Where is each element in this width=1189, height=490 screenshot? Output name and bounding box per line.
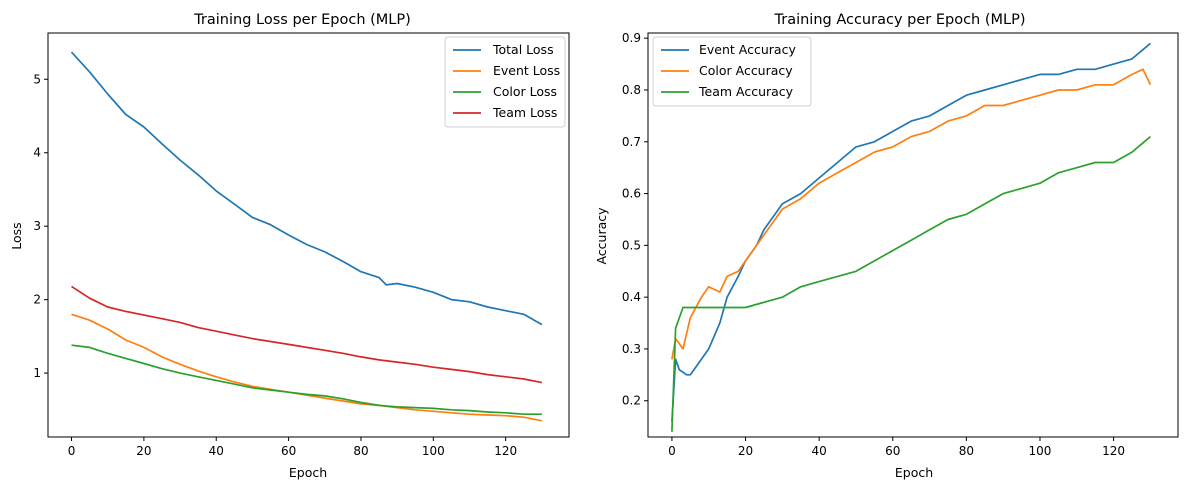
series-line-event-accuracy	[671, 42, 1151, 422]
y-tick-label: 0.2	[622, 394, 641, 408]
legend-label-team-accuracy: Team Accuracy	[698, 84, 794, 99]
legend-label-team-loss: Team Loss	[492, 105, 557, 120]
loss-chart-legend: Total Loss Event Loss Color Loss Team Lo…	[444, 36, 566, 128]
y-tick-label: 0.8	[622, 83, 641, 97]
accuracy-chart-title: Training Accuracy per Epoch (MLP)	[774, 12, 1026, 28]
legend-label-event-loss: Event Loss	[493, 63, 560, 78]
series-line-team-loss	[71, 285, 543, 384]
loss-chart-plot-area	[70, 51, 543, 422]
accuracy-chart: Training Accuracy per Epoch (MLP) Epoch …	[594, 12, 1179, 480]
y-tick-label: 0.3	[622, 342, 641, 356]
x-tick-label: 120	[494, 444, 517, 458]
x-tick-label: 60	[885, 444, 900, 458]
y-tick-label: 0.9	[622, 31, 641, 45]
series-line-color-accuracy	[671, 68, 1152, 360]
series-line-color-loss	[71, 344, 542, 416]
x-tick-label: 100	[422, 444, 445, 458]
x-tick-label: 80	[959, 444, 974, 458]
series-line-team-accuracy	[671, 135, 1151, 432]
loss-chart-ylabel: Loss	[9, 222, 24, 249]
y-tick-label: 2	[33, 293, 41, 307]
accuracy-chart-legend: Event Accuracy Color Accuracy Team Accur…	[652, 36, 812, 107]
x-tick-label: 40	[209, 444, 224, 458]
y-tick-label: 4	[33, 146, 41, 160]
accuracy-chart-xlabel: Epoch	[895, 465, 933, 480]
legend-box	[652, 36, 812, 107]
accuracy-chart-ticks: 0 20 40 60 80 100 120 0.2 0.3 0.4 0.5 0.6 0.7 0.8 0.9	[622, 31, 1125, 458]
legend-label-total-loss: Total Loss	[492, 42, 554, 57]
x-tick-label: 120	[1102, 444, 1125, 458]
loss-chart-xlabel: Epoch	[289, 465, 327, 480]
loss-chart: Training Loss per Epoch (MLP) Epoch Loss…	[9, 12, 570, 480]
accuracy-chart-plot-area	[671, 42, 1152, 432]
y-tick-label: 1	[33, 366, 41, 380]
y-tick-label: 0.7	[622, 135, 641, 149]
loss-chart-title: Training Loss per Epoch (MLP)	[193, 12, 411, 28]
y-tick-label: 5	[33, 72, 41, 86]
x-tick-label: 20	[136, 444, 151, 458]
x-tick-label: 60	[281, 444, 296, 458]
x-tick-label: 20	[738, 444, 753, 458]
y-tick-label: 0.4	[622, 290, 641, 304]
x-tick-label: 40	[812, 444, 827, 458]
y-tick-label: 0.5	[622, 238, 641, 252]
accuracy-chart-frame	[647, 32, 1179, 438]
accuracy-chart-ylabel: Accuracy	[594, 207, 609, 265]
loss-chart-ticks: 0 20 40 60 80 100 120 1 2 3 4 5	[33, 72, 517, 458]
y-tick-label: 3	[33, 219, 41, 233]
x-tick-label: 0	[668, 444, 676, 458]
legend-label-event-accuracy: Event Accuracy	[699, 42, 796, 57]
legend-box	[444, 36, 566, 128]
legend-label-color-loss: Color Loss	[493, 84, 557, 99]
x-tick-label: 0	[68, 444, 76, 458]
legend-label-color-accuracy: Color Accuracy	[699, 63, 793, 78]
x-tick-label: 80	[353, 444, 368, 458]
loss-chart-frame	[47, 32, 570, 438]
x-tick-label: 100	[1029, 444, 1052, 458]
y-tick-label: 0.6	[622, 187, 641, 201]
series-line-total-loss	[70, 51, 543, 326]
